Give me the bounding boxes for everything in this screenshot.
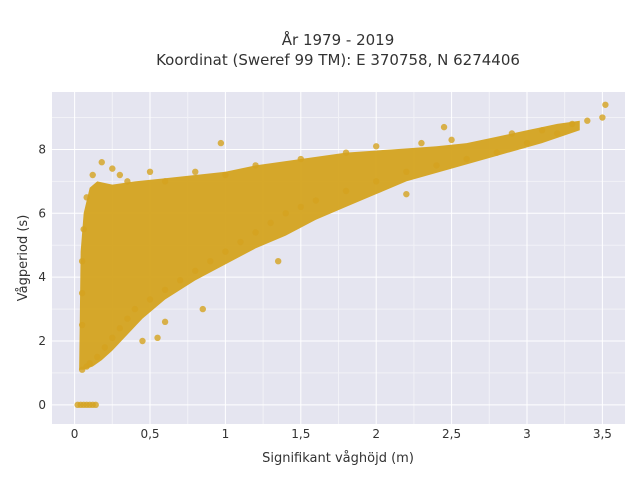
y-axis-title: Vågperiod (s)	[16, 215, 31, 302]
data-point	[222, 248, 229, 255]
data-point	[569, 120, 576, 128]
data-point	[252, 162, 259, 169]
y-tick-label: 2	[38, 334, 46, 348]
data-point	[78, 289, 86, 297]
data-point	[161, 286, 169, 294]
data-point	[342, 187, 350, 195]
data-point	[92, 401, 99, 409]
x-tick-label: 0	[71, 427, 79, 441]
data-point	[252, 229, 259, 236]
data-point	[98, 159, 105, 166]
x-tick-labels: 0 0,5 1 1,5 2 2,5 3 3,5	[71, 427, 612, 441]
data-point	[116, 325, 124, 332]
data-point	[192, 267, 199, 274]
data-point	[176, 277, 184, 284]
y-tick-label: 6	[38, 206, 46, 220]
data-point	[109, 334, 116, 342]
data-point	[599, 114, 606, 121]
data-point	[124, 178, 131, 185]
data-point	[312, 197, 320, 204]
data-points	[74, 101, 609, 409]
data-point	[86, 360, 93, 367]
data-point	[161, 178, 169, 185]
data-point	[297, 203, 305, 211]
data-point	[463, 155, 470, 163]
x-tick-label: 3	[523, 427, 531, 441]
data-point	[146, 168, 154, 176]
data-point	[282, 210, 289, 217]
data-point	[217, 139, 225, 147]
data-point	[78, 321, 86, 329]
data-point	[508, 130, 516, 137]
data-point	[83, 194, 90, 201]
data-point	[139, 337, 146, 345]
data-point	[418, 139, 425, 147]
data-point	[78, 366, 86, 373]
data-point	[602, 101, 609, 108]
y-tick-label: 0	[38, 398, 46, 412]
chart-subtitle: Koordinat (Sweref 99 TM): E 370758, N 62…	[156, 51, 520, 69]
y-tick-labels: 0 2 4 6 8	[38, 142, 46, 411]
data-point	[154, 334, 161, 342]
y-tick-label: 8	[38, 142, 46, 156]
data-point	[237, 238, 244, 246]
data-point	[372, 143, 380, 150]
data-point	[94, 353, 101, 361]
data-point	[584, 117, 591, 124]
data-point	[78, 257, 86, 265]
data-point	[403, 168, 410, 176]
data-point	[493, 149, 501, 156]
x-tick-label: 3,5	[593, 427, 612, 441]
x-tick-label: 1,5	[291, 427, 310, 441]
data-point	[222, 171, 229, 179]
data-point	[207, 257, 214, 265]
data-point	[101, 344, 108, 351]
y-tick-label: 4	[38, 270, 46, 284]
data-point	[161, 318, 169, 326]
data-point	[342, 149, 350, 156]
x-tick-label: 2,5	[442, 427, 461, 441]
x-tick-label: 1	[222, 427, 230, 441]
data-point	[297, 155, 305, 163]
data-point	[89, 171, 96, 179]
data-point	[146, 296, 154, 303]
data-point	[116, 171, 124, 179]
data-point	[199, 305, 206, 313]
data-point	[433, 162, 440, 169]
data-point	[80, 226, 87, 233]
x-axis-title: Signifikant våghöjd (m)	[262, 451, 414, 466]
x-tick-label: 0,5	[140, 427, 159, 441]
data-point	[440, 123, 448, 131]
data-point	[274, 257, 282, 265]
x-tick-label: 2	[372, 427, 380, 441]
data-point	[372, 178, 380, 185]
data-point	[109, 165, 116, 172]
data-point	[523, 139, 531, 147]
point-cloud-density	[79, 120, 580, 370]
data-point	[267, 219, 274, 227]
data-point	[448, 136, 455, 144]
data-point	[192, 168, 199, 176]
data-point	[403, 190, 410, 198]
chart-title: År 1979 - 2019	[282, 30, 395, 49]
data-point	[538, 127, 546, 134]
data-point	[131, 305, 139, 313]
data-point	[124, 315, 131, 322]
data-point	[553, 130, 561, 137]
